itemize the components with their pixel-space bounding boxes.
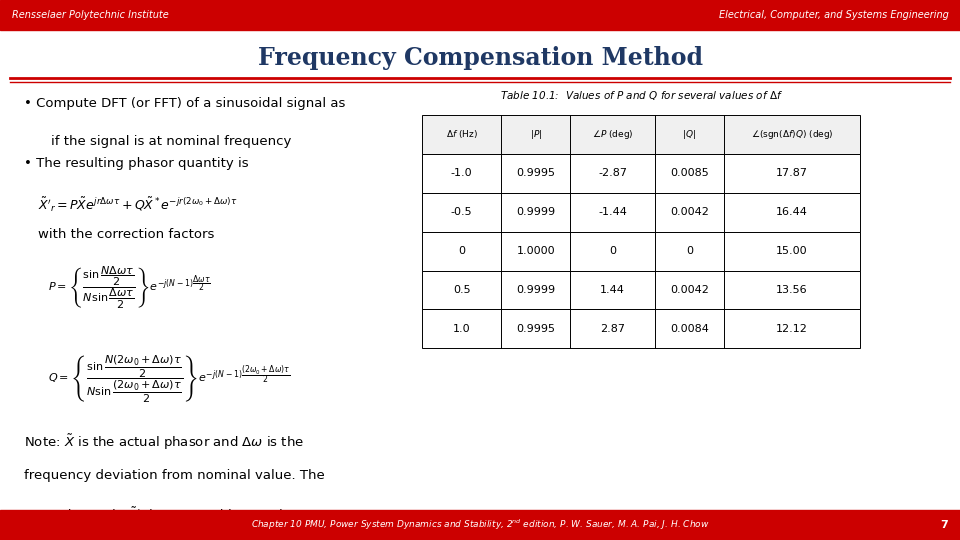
Text: Chapter 10 PMU, Power System Dynamics and Stability, 2$^{nd}$ edition, P. W. Sau: Chapter 10 PMU, Power System Dynamics an… xyxy=(251,518,709,532)
Text: Rensselaer Polytechnic Institute: Rensselaer Polytechnic Institute xyxy=(12,10,168,20)
Text: -0.5: -0.5 xyxy=(451,207,472,217)
Text: -1.0: -1.0 xyxy=(451,168,472,178)
Text: 1.0: 1.0 xyxy=(453,324,470,334)
Text: 0.0042: 0.0042 xyxy=(670,207,708,217)
Text: 0.5: 0.5 xyxy=(453,285,470,295)
Text: $\Delta f$ (Hz): $\Delta f$ (Hz) xyxy=(445,129,478,140)
Text: 0.0084: 0.0084 xyxy=(670,324,708,334)
Text: with the correction factors: with the correction factors xyxy=(38,228,215,241)
Text: 7: 7 xyxy=(941,520,948,530)
Bar xyxy=(422,309,860,348)
Text: 0.9995: 0.9995 xyxy=(516,324,555,334)
Text: second term in $\tilde{X}'_r$ is a second-harmonic: second term in $\tilde{X}'_r$ is a secon… xyxy=(24,505,291,524)
Text: Table 10.1:  Values of $P$ and $Q$ for several values of $\Delta f$: Table 10.1: Values of $P$ and $Q$ for se… xyxy=(499,89,783,102)
Text: 0: 0 xyxy=(685,246,693,256)
Bar xyxy=(0,510,960,540)
Text: frequency deviation from nominal value. The: frequency deviation from nominal value. … xyxy=(24,469,324,482)
Text: 0: 0 xyxy=(458,246,466,256)
Text: 17.87: 17.87 xyxy=(776,168,808,178)
Bar xyxy=(422,193,860,232)
Text: 1.0000: 1.0000 xyxy=(516,246,555,256)
Text: • The resulting phasor quantity is: • The resulting phasor quantity is xyxy=(24,157,249,170)
Text: Note: $\tilde{X}$ is the actual phasor and $\Delta\omega$ is the: Note: $\tilde{X}$ is the actual phasor a… xyxy=(24,432,304,451)
Text: 0.0042: 0.0042 xyxy=(670,285,708,295)
Text: Electrical, Computer, and Systems Engineering: Electrical, Computer, and Systems Engine… xyxy=(719,10,948,20)
Text: $|Q|$: $|Q|$ xyxy=(683,128,696,141)
Text: 0.0085: 0.0085 xyxy=(670,168,708,178)
Text: 13.56: 13.56 xyxy=(777,285,807,295)
Text: $\angle P$ (deg): $\angle P$ (deg) xyxy=(591,128,634,141)
Text: if the signal is at nominal frequency: if the signal is at nominal frequency xyxy=(51,135,291,148)
Text: 2.87: 2.87 xyxy=(600,324,625,334)
Text: 15.00: 15.00 xyxy=(777,246,807,256)
Bar xyxy=(422,232,860,271)
Text: 16.44: 16.44 xyxy=(776,207,808,217)
Text: 12.12: 12.12 xyxy=(776,324,808,334)
Text: $|P|$: $|P|$ xyxy=(530,128,541,141)
Text: 1.44: 1.44 xyxy=(600,285,625,295)
Text: -1.44: -1.44 xyxy=(598,207,627,217)
Text: 0.9999: 0.9999 xyxy=(516,285,555,295)
Bar xyxy=(422,271,860,309)
Text: $P = \left\{\dfrac{\sin\dfrac{N\Delta\omega\tau}{2}}{N\sin\dfrac{\Delta\omega\ta: $P = \left\{\dfrac{\sin\dfrac{N\Delta\om… xyxy=(48,265,211,311)
Text: $Q = \left\{\dfrac{\sin\dfrac{N(2\omega_0+\Delta\omega)\tau}{2}}{N\sin\dfrac{(2\: $Q = \left\{\dfrac{\sin\dfrac{N(2\omega_… xyxy=(48,354,290,404)
Text: • Compute DFT (or FFT) of a sinusoidal signal as: • Compute DFT (or FFT) of a sinusoidal s… xyxy=(24,97,346,110)
Text: Frequency Compensation Method: Frequency Compensation Method xyxy=(257,46,703,70)
Bar xyxy=(422,115,860,154)
Text: -2.87: -2.87 xyxy=(598,168,627,178)
Bar xyxy=(422,154,860,193)
Bar xyxy=(0,0,960,30)
Text: $\tilde{X}'_r = P\tilde{X}e^{jr\Delta\omega\tau} + Q\tilde{X}^*e^{-jr(2\omega_0+: $\tilde{X}'_r = P\tilde{X}e^{jr\Delta\om… xyxy=(38,195,238,214)
Text: 0.9995: 0.9995 xyxy=(516,168,555,178)
Text: 0.9999: 0.9999 xyxy=(516,207,555,217)
Text: 0: 0 xyxy=(609,246,616,256)
Text: $\angle(\mathrm{sgn}(\Delta f)Q)$ (deg): $\angle(\mathrm{sgn}(\Delta f)Q)$ (deg) xyxy=(751,128,833,141)
